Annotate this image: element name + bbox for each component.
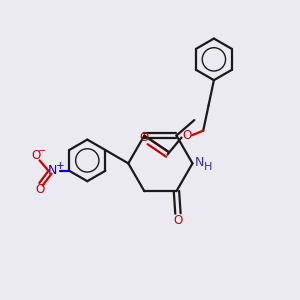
Text: −: − <box>38 146 46 157</box>
Text: +: + <box>56 161 65 171</box>
Text: N: N <box>195 156 205 169</box>
Text: O: O <box>32 149 41 162</box>
Text: O: O <box>182 129 191 142</box>
Text: N: N <box>48 164 58 177</box>
Text: O: O <box>139 131 148 144</box>
Text: O: O <box>35 183 44 196</box>
Text: O: O <box>173 214 183 226</box>
Text: H: H <box>204 162 212 172</box>
